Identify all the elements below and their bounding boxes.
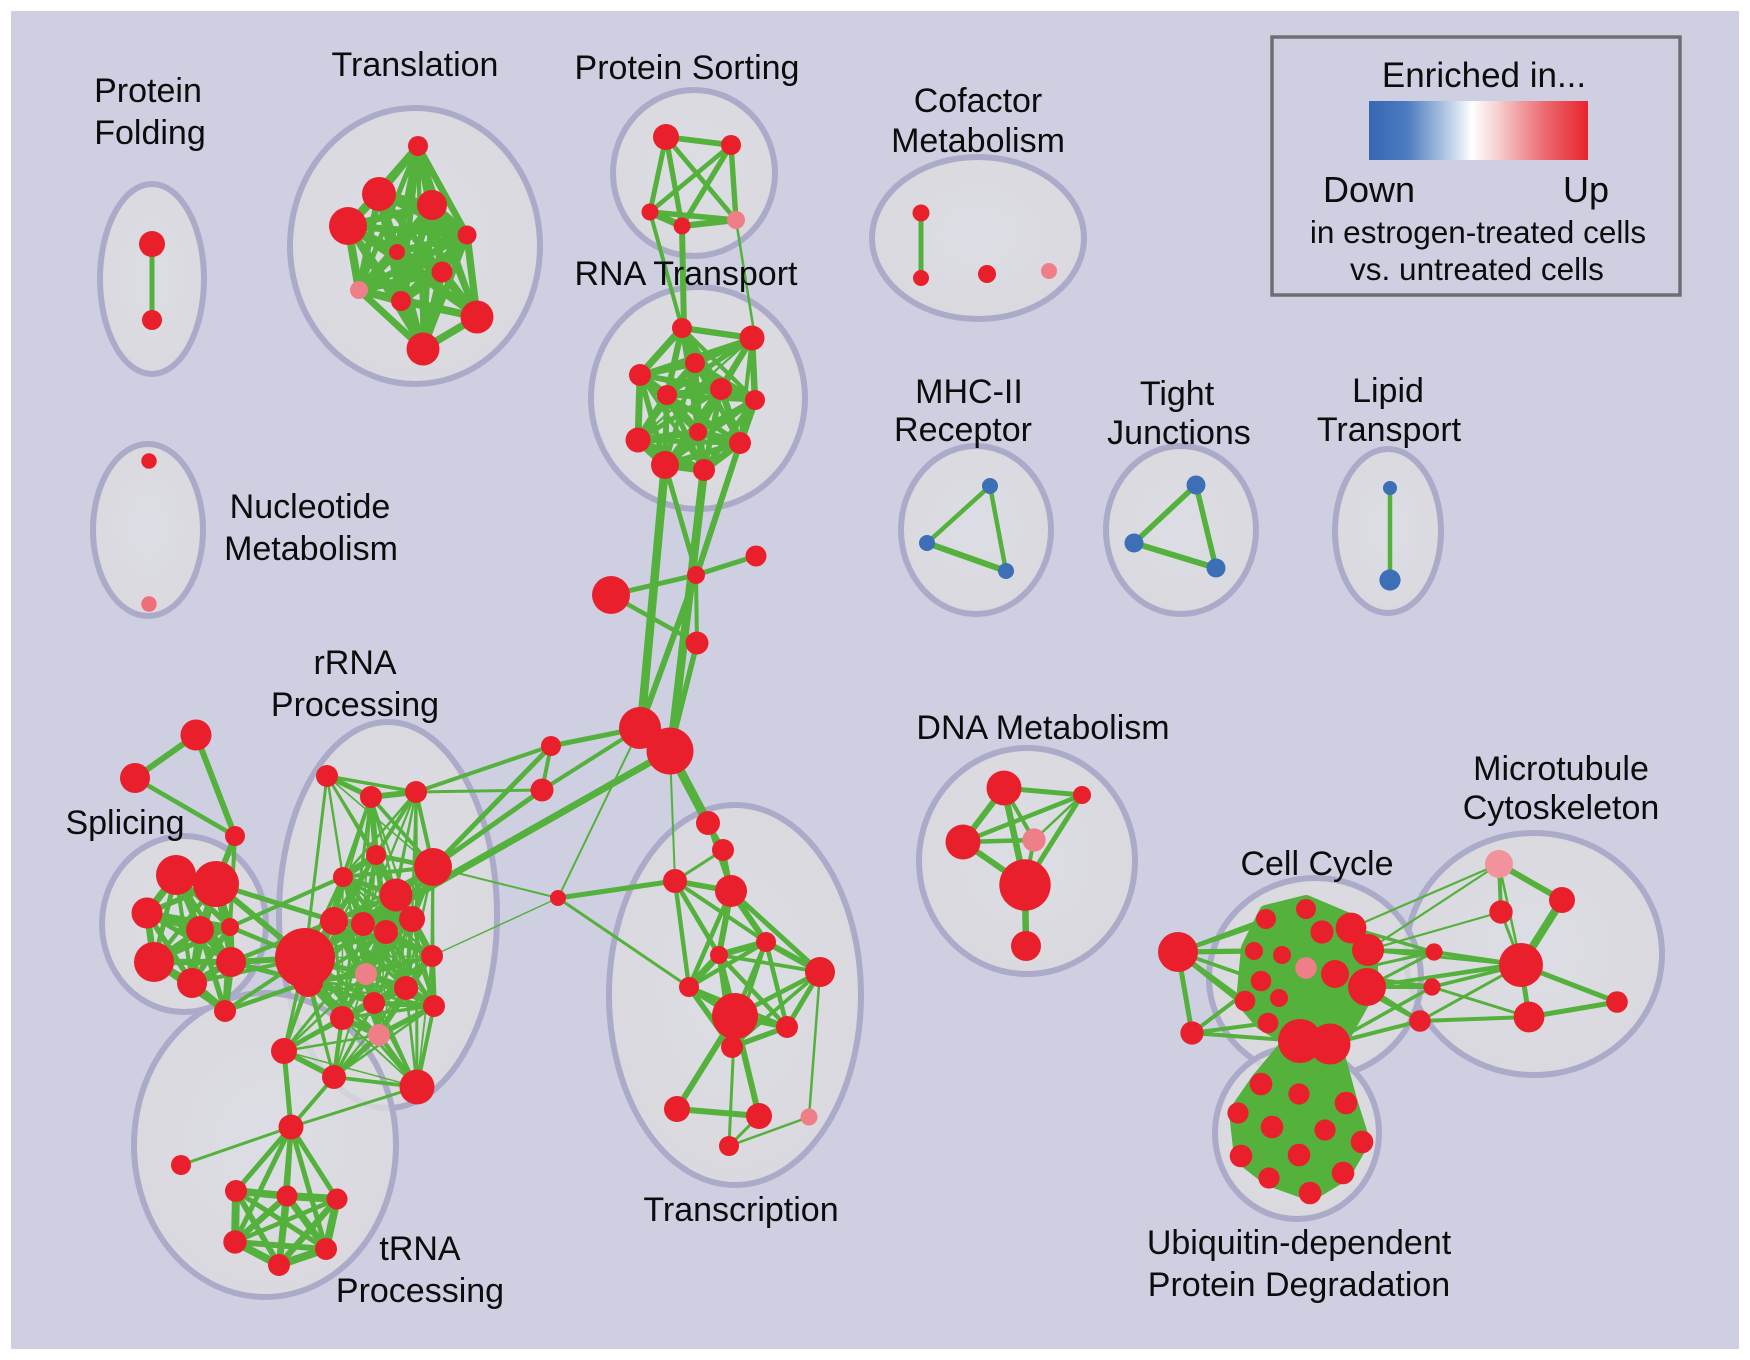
svg-text:Up: Up — [1563, 169, 1609, 210]
svg-text:MHC-II: MHC-II — [915, 373, 1023, 411]
svg-text:Cofactor: Cofactor — [914, 82, 1043, 120]
svg-text:Down: Down — [1323, 169, 1415, 210]
svg-text:Splicing: Splicing — [65, 804, 184, 842]
svg-text:Cytoskeleton: Cytoskeleton — [1463, 789, 1660, 827]
svg-text:Folding: Folding — [94, 114, 206, 152]
svg-text:Transport: Transport — [1317, 411, 1462, 449]
svg-text:Enriched in...: Enriched in... — [1382, 56, 1586, 95]
svg-text:tRNA: tRNA — [379, 1230, 461, 1268]
svg-text:Junctions: Junctions — [1107, 414, 1251, 452]
svg-text:rRNA: rRNA — [313, 644, 396, 682]
svg-text:RNA Transport: RNA Transport — [575, 255, 799, 293]
svg-text:in estrogen-treated cells: in estrogen-treated cells — [1310, 214, 1646, 250]
svg-text:Protein Degradation: Protein Degradation — [1148, 1266, 1450, 1304]
svg-text:Microtubule: Microtubule — [1473, 750, 1649, 788]
svg-text:Protein: Protein — [94, 72, 202, 110]
svg-text:DNA Metabolism: DNA Metabolism — [916, 709, 1169, 747]
svg-text:Tight: Tight — [1140, 375, 1215, 413]
svg-text:Metabolism: Metabolism — [891, 122, 1065, 160]
svg-text:Translation: Translation — [332, 46, 499, 84]
svg-text:Ubiquitin-dependent: Ubiquitin-dependent — [1147, 1224, 1452, 1262]
svg-text:Processing: Processing — [271, 686, 439, 724]
svg-text:Metabolism: Metabolism — [224, 530, 398, 568]
svg-text:Cell Cycle: Cell Cycle — [1240, 845, 1393, 883]
svg-text:Processing: Processing — [336, 1272, 504, 1310]
svg-text:vs. untreated cells: vs. untreated cells — [1350, 251, 1604, 287]
svg-text:Protein Sorting: Protein Sorting — [575, 49, 800, 87]
svg-text:Transcription: Transcription — [643, 1191, 838, 1229]
svg-text:Receptor: Receptor — [894, 411, 1032, 449]
svg-text:Nucleotide: Nucleotide — [230, 488, 391, 526]
svg-text:Lipid: Lipid — [1352, 372, 1424, 410]
